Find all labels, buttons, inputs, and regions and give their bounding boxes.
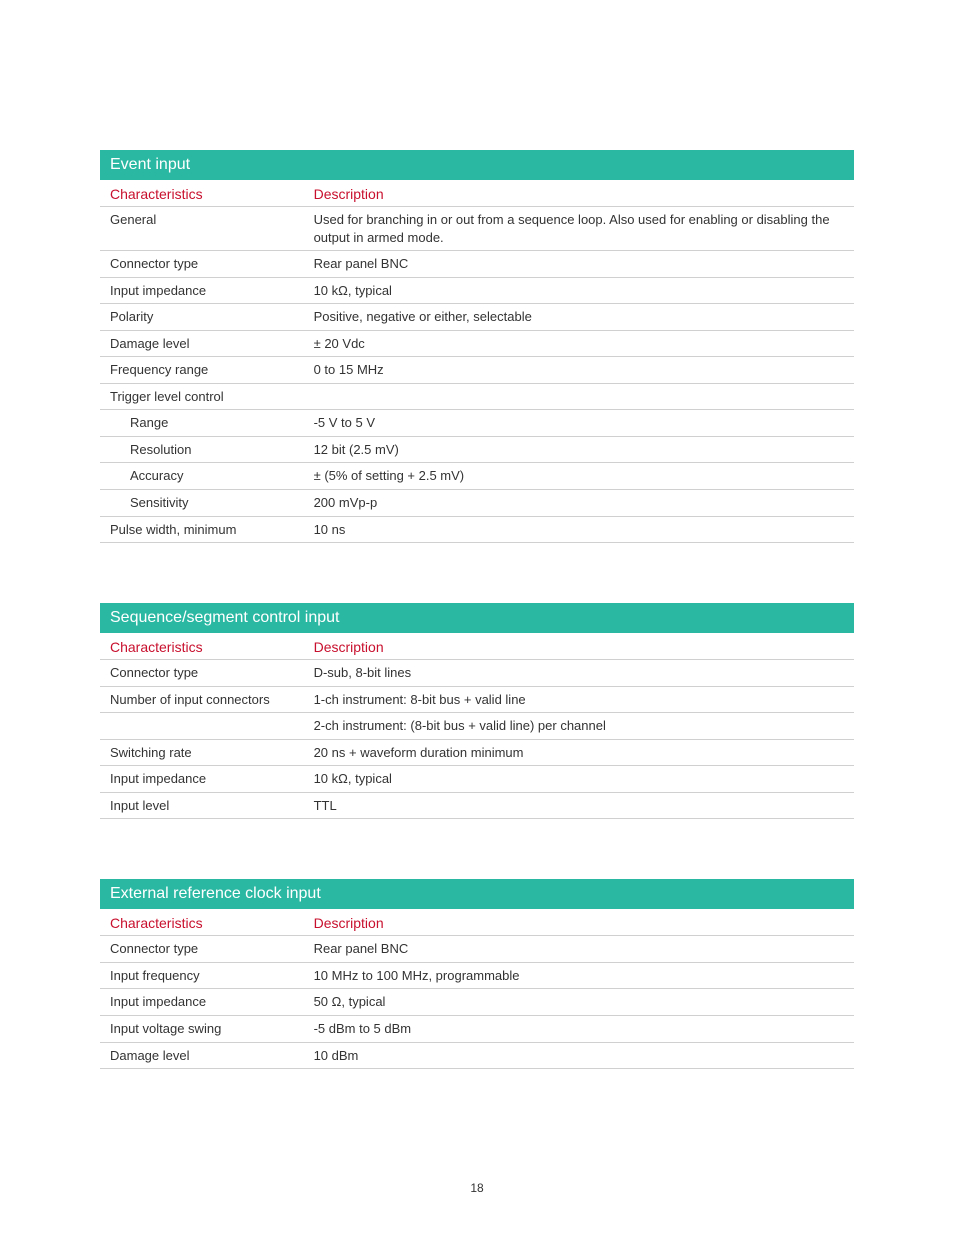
table-header-row: Characteristics Description	[100, 633, 854, 660]
cell-description: 10 MHz to 100 MHz, programmable	[304, 963, 854, 989]
cell-description: Positive, negative or either, selectable	[304, 304, 854, 330]
table-row: Connector typeD-sub, 8-bit lines	[100, 660, 854, 687]
cell-characteristic: Frequency range	[100, 357, 304, 383]
table-row: Pulse width, minimum10 ns	[100, 517, 854, 544]
cell-description: 10 kΩ, typical	[304, 766, 854, 792]
table-title: Event input	[100, 150, 854, 180]
cell-description: TTL	[304, 793, 854, 819]
table-body: Connector typeRear panel BNCInput freque…	[100, 936, 854, 1069]
table-row: Input voltage swing-5 dBm to 5 dBm	[100, 1016, 854, 1043]
cell-characteristic: Connector type	[100, 936, 304, 962]
cell-description: D-sub, 8-bit lines	[304, 660, 854, 686]
cell-description: 20 ns + waveform duration minimum	[304, 740, 854, 766]
cell-characteristic: Input impedance	[100, 766, 304, 792]
table-row: 2-ch instrument: (8-bit bus + valid line…	[100, 713, 854, 740]
cell-characteristic: Resolution	[100, 437, 304, 463]
table-row: Input levelTTL	[100, 793, 854, 820]
cell-characteristic: Accuracy	[100, 463, 304, 489]
cell-characteristic: Input impedance	[100, 989, 304, 1015]
cell-description: 10 kΩ, typical	[304, 278, 854, 304]
cell-description: 12 bit (2.5 mV)	[304, 437, 854, 463]
col-header-description: Description	[304, 633, 854, 659]
cell-characteristic: Connector type	[100, 251, 304, 277]
cell-description: 1-ch instrument: 8-bit bus + valid line	[304, 687, 854, 713]
cell-description: -5 dBm to 5 dBm	[304, 1016, 854, 1042]
cell-characteristic: Input impedance	[100, 278, 304, 304]
table-title: External reference clock input	[100, 879, 854, 909]
table-row: Trigger level control	[100, 384, 854, 411]
table-row: Input impedance50 Ω, typical	[100, 989, 854, 1016]
table-row: Sensitivity200 mVp-p	[100, 490, 854, 517]
cell-description: Used for branching in or out from a sequ…	[304, 207, 854, 250]
table-row: Input impedance10 kΩ, typical	[100, 278, 854, 305]
cell-characteristic: Input level	[100, 793, 304, 819]
table-row: Accuracy± (5% of setting + 2.5 mV)	[100, 463, 854, 490]
col-header-characteristics: Characteristics	[100, 909, 304, 935]
col-header-description: Description	[304, 180, 854, 206]
cell-description: 50 Ω, typical	[304, 989, 854, 1015]
cell-characteristic: Sensitivity	[100, 490, 304, 516]
cell-characteristic: Number of input connectors	[100, 687, 304, 713]
cell-description: 0 to 15 MHz	[304, 357, 854, 383]
cell-characteristic: Connector type	[100, 660, 304, 686]
table-row: Frequency range0 to 15 MHz	[100, 357, 854, 384]
cell-characteristic: Switching rate	[100, 740, 304, 766]
cell-description: ± 20 Vdc	[304, 331, 854, 357]
table-title: Sequence/segment control input	[100, 603, 854, 633]
cell-characteristic: Damage level	[100, 1043, 304, 1069]
table-row: Number of input connectors1-ch instrumen…	[100, 687, 854, 714]
cell-description	[304, 384, 854, 410]
cell-characteristic: General	[100, 207, 304, 250]
cell-description: 10 ns	[304, 517, 854, 543]
page-container: Event input Characteristics Description …	[0, 0, 954, 1235]
table-body: GeneralUsed for branching in or out from…	[100, 207, 854, 543]
cell-characteristic: Range	[100, 410, 304, 436]
table-row: Input impedance10 kΩ, typical	[100, 766, 854, 793]
table-row: Input frequency10 MHz to 100 MHz, progra…	[100, 963, 854, 990]
cell-characteristic: Damage level	[100, 331, 304, 357]
external-ref-table: External reference clock input Character…	[100, 879, 854, 1069]
table-row: Resolution12 bit (2.5 mV)	[100, 437, 854, 464]
sequence-segment-table: Sequence/segment control input Character…	[100, 603, 854, 819]
table-row: Connector typeRear panel BNC	[100, 936, 854, 963]
page-number: 18	[0, 1181, 954, 1195]
cell-description: 200 mVp-p	[304, 490, 854, 516]
table-row: Damage level10 dBm	[100, 1043, 854, 1070]
cell-description: ± (5% of setting + 2.5 mV)	[304, 463, 854, 489]
col-header-characteristics: Characteristics	[100, 180, 304, 206]
table-header-row: Characteristics Description	[100, 909, 854, 936]
cell-characteristic: Input voltage swing	[100, 1016, 304, 1042]
cell-description: 2-ch instrument: (8-bit bus + valid line…	[304, 713, 854, 739]
cell-description: Rear panel BNC	[304, 936, 854, 962]
event-input-table: Event input Characteristics Description …	[100, 150, 854, 543]
cell-characteristic: Pulse width, minimum	[100, 517, 304, 543]
col-header-description: Description	[304, 909, 854, 935]
table-row: Range-5 V to 5 V	[100, 410, 854, 437]
cell-characteristic: Polarity	[100, 304, 304, 330]
cell-characteristic: Trigger level control	[100, 384, 304, 410]
cell-characteristic: Input frequency	[100, 963, 304, 989]
col-header-characteristics: Characteristics	[100, 633, 304, 659]
table-header-row: Characteristics Description	[100, 180, 854, 207]
cell-description: Rear panel BNC	[304, 251, 854, 277]
table-row: Damage level± 20 Vdc	[100, 331, 854, 358]
table-row: Connector typeRear panel BNC	[100, 251, 854, 278]
table-row: PolarityPositive, negative or either, se…	[100, 304, 854, 331]
cell-description: 10 dBm	[304, 1043, 854, 1069]
cell-description: -5 V to 5 V	[304, 410, 854, 436]
table-row: Switching rate20 ns + waveform duration …	[100, 740, 854, 767]
table-body: Connector typeD-sub, 8-bit linesNumber o…	[100, 660, 854, 819]
cell-characteristic	[100, 713, 304, 739]
table-row: GeneralUsed for branching in or out from…	[100, 207, 854, 251]
